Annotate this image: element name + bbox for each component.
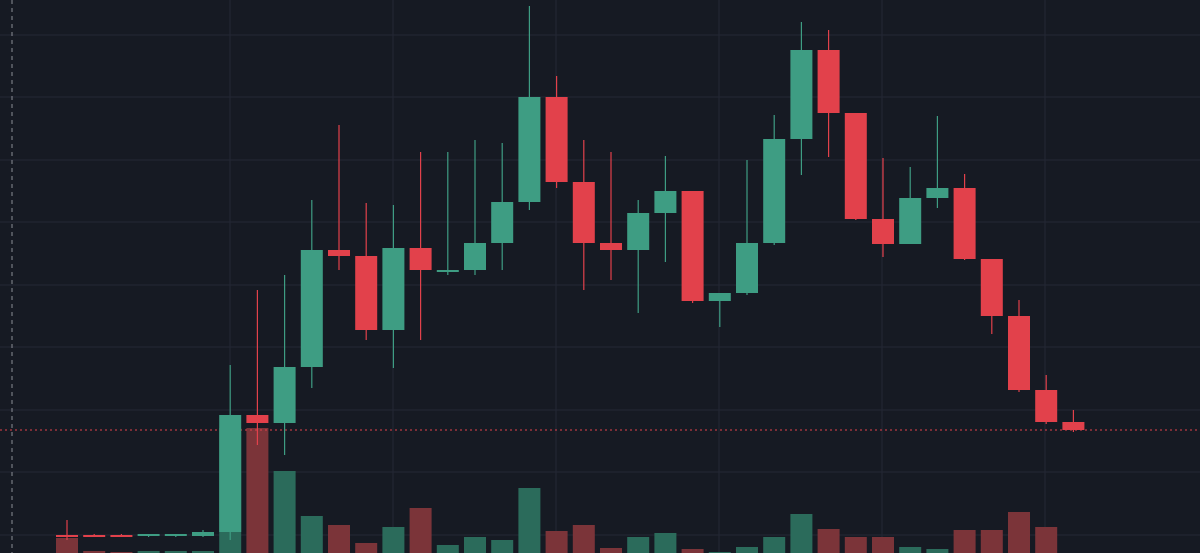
- volume-bar: [763, 537, 786, 553]
- volume-bar: [899, 547, 922, 553]
- candle-body: [627, 213, 650, 250]
- volume-bar: [83, 551, 106, 553]
- volume-bar: [137, 551, 160, 553]
- volume-layer: [56, 428, 1058, 553]
- volume-bar: [491, 540, 514, 553]
- volume-bar: [572, 525, 595, 553]
- volume-bar: [300, 516, 323, 553]
- candle-body: [464, 243, 486, 270]
- volume-bar: [164, 551, 187, 553]
- candle-body: [1062, 422, 1085, 430]
- volume-bar: [56, 538, 78, 553]
- volume-bar: [518, 488, 541, 553]
- candle-body: [600, 243, 622, 250]
- volume-bar: [464, 537, 486, 553]
- price-layer: [0, 6, 1200, 540]
- volume-bar: [192, 551, 214, 553]
- volume-bar: [355, 543, 378, 553]
- volume-bar: [436, 545, 459, 553]
- candle-body: [545, 97, 568, 182]
- candle-body: [409, 248, 432, 270]
- volume-bar: [1035, 527, 1058, 553]
- volume-bar: [246, 428, 269, 553]
- volume-bar: [1008, 512, 1030, 553]
- volume-bar: [627, 537, 650, 553]
- candle-body: [164, 534, 187, 536]
- volume-bar: [817, 529, 840, 553]
- candle-body: [736, 243, 758, 293]
- candle-body: [382, 248, 405, 330]
- volume-bar: [382, 527, 405, 553]
- candle-body: [273, 367, 296, 423]
- volume-bar: [872, 537, 894, 553]
- candle-body: [192, 532, 214, 536]
- volume-bar: [736, 547, 758, 553]
- candle-body: [953, 188, 976, 259]
- candle-body: [708, 293, 731, 301]
- volume-bar: [409, 508, 432, 553]
- candle-body: [1008, 316, 1030, 390]
- candle-body: [518, 97, 541, 202]
- volume-bar: [273, 471, 296, 553]
- volume-bar: [790, 514, 813, 553]
- candle-body: [83, 535, 106, 537]
- candle-body: [56, 535, 78, 537]
- candle-body: [654, 191, 677, 213]
- candle-body: [681, 191, 704, 301]
- volume-bar: [844, 537, 867, 553]
- candle-body: [872, 219, 894, 244]
- volume-bar: [328, 525, 350, 553]
- candle-body: [844, 113, 867, 219]
- candle-body: [790, 50, 813, 139]
- candle-body: [899, 198, 922, 244]
- candle-body: [328, 250, 350, 256]
- candle-body: [817, 50, 840, 113]
- volume-bar: [926, 549, 949, 553]
- volume-bar: [654, 533, 677, 553]
- candle-body: [219, 415, 242, 532]
- volume-bar: [681, 549, 704, 553]
- candle-body: [980, 259, 1003, 316]
- candle-body: [355, 256, 378, 330]
- volume-bar: [953, 530, 976, 553]
- candle-body: [137, 534, 160, 536]
- volume-bar: [600, 548, 622, 553]
- candle-body: [436, 270, 459, 272]
- candle-body: [572, 182, 595, 243]
- volume-bar: [545, 531, 568, 553]
- candle-body: [1035, 390, 1058, 422]
- volume-bar: [980, 530, 1003, 553]
- candle-body: [246, 415, 269, 423]
- candle-body: [300, 250, 323, 367]
- candle-body: [110, 535, 133, 537]
- candle-body: [491, 202, 514, 243]
- candle-body: [926, 188, 949, 198]
- candle-body: [763, 139, 786, 243]
